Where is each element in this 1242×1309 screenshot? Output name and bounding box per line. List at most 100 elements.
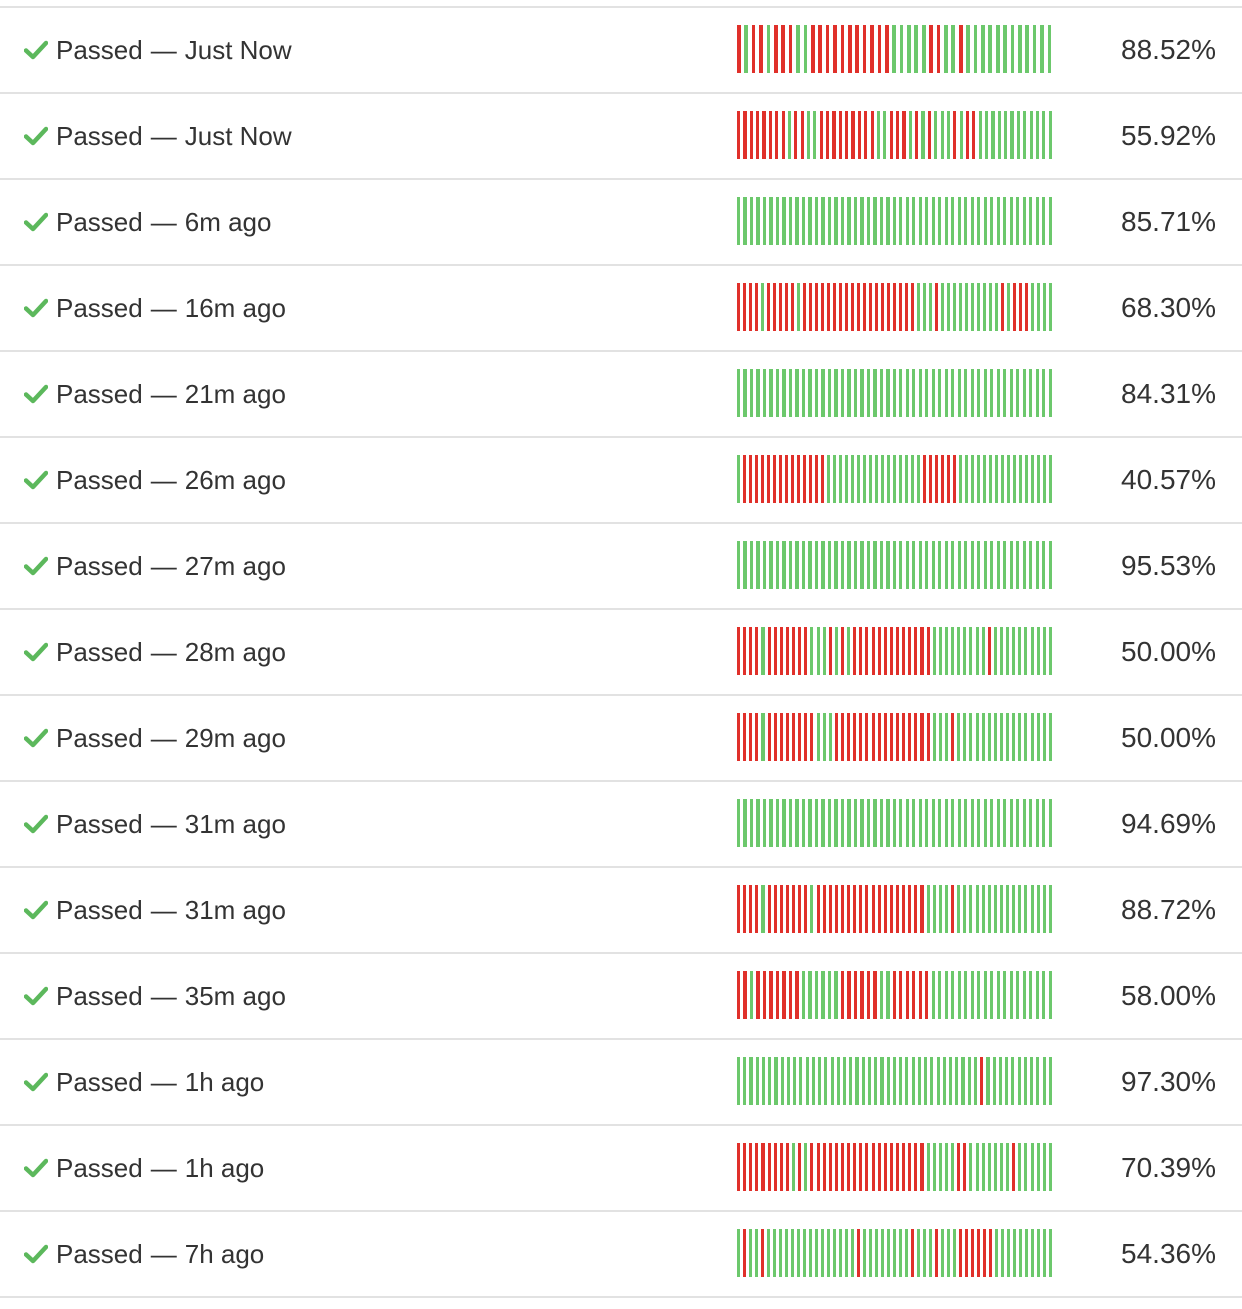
check-icon bbox=[24, 384, 48, 404]
test-pass-bar bbox=[845, 1229, 848, 1277]
test-fail-bar bbox=[883, 627, 887, 675]
test-fail-bar bbox=[902, 627, 906, 675]
test-pass-bar bbox=[1048, 111, 1052, 159]
test-pass-bar bbox=[957, 541, 961, 589]
test-fail-bar bbox=[779, 713, 783, 761]
test-fail-bar bbox=[865, 885, 869, 933]
test-fail-bar bbox=[822, 1143, 826, 1191]
test-pass-bar bbox=[808, 197, 812, 245]
test-pass-bar bbox=[905, 197, 909, 245]
test-pass-bar bbox=[931, 541, 935, 589]
test-fail-bar bbox=[840, 627, 844, 675]
test-pass-bar bbox=[951, 25, 956, 73]
test-pass-bar bbox=[917, 1229, 920, 1277]
test-fail-bar bbox=[785, 1143, 789, 1191]
test-pass-bar bbox=[959, 283, 962, 331]
build-row[interactable]: Passed —1h ago 97.30% bbox=[0, 1040, 1242, 1126]
test-pass-bar bbox=[1017, 1057, 1021, 1105]
test-history-bar bbox=[737, 627, 1055, 675]
test-pass-bar bbox=[827, 971, 832, 1019]
test-fail-bar bbox=[781, 111, 785, 159]
test-pass-bar bbox=[965, 283, 968, 331]
test-pass-bar bbox=[918, 799, 922, 847]
test-fail-bar bbox=[847, 25, 852, 73]
test-pass-bar bbox=[1009, 369, 1013, 417]
test-pass-bar bbox=[749, 369, 754, 417]
test-fail-bar bbox=[737, 713, 741, 761]
test-pass-bar bbox=[768, 1057, 772, 1105]
test-pass-bar bbox=[970, 799, 974, 847]
build-row[interactable]: Passed —27m ago 95.53% bbox=[0, 524, 1242, 610]
status-label: Passed bbox=[56, 206, 143, 237]
test-fail-bar bbox=[762, 111, 766, 159]
test-fail-bar bbox=[755, 885, 759, 933]
test-fail-bar bbox=[816, 885, 820, 933]
test-pass-bar bbox=[925, 799, 929, 847]
test-pass-bar bbox=[822, 713, 826, 761]
test-history-bar bbox=[737, 369, 1055, 417]
test-fail-bar bbox=[804, 713, 808, 761]
test-pass-bar bbox=[886, 1057, 890, 1105]
test-fail-bar bbox=[804, 627, 808, 675]
test-pass-bar bbox=[875, 455, 878, 503]
test-fail-bar bbox=[957, 1143, 961, 1191]
build-row[interactable]: Passed —7h ago 54.36% bbox=[0, 1212, 1242, 1298]
test-pass-bar bbox=[851, 455, 854, 503]
build-row[interactable]: Passed —31m ago 88.72% bbox=[0, 868, 1242, 954]
test-pass-bar bbox=[914, 25, 919, 73]
build-row[interactable]: Passed —29m ago 50.00% bbox=[0, 696, 1242, 782]
coverage-percent: 58.00% bbox=[1121, 980, 1216, 1011]
coverage-percent: 97.30% bbox=[1121, 1066, 1216, 1097]
test-pass-bar bbox=[1048, 369, 1052, 417]
test-pass-bar bbox=[821, 541, 825, 589]
test-pass-bar bbox=[1003, 971, 1007, 1019]
test-pass-bar bbox=[977, 541, 981, 589]
test-pass-bar bbox=[957, 713, 961, 761]
test-pass-bar bbox=[938, 971, 942, 1019]
test-pass-bar bbox=[749, 971, 754, 1019]
build-row[interactable]: Passed — Just Now 55.92% bbox=[0, 94, 1242, 180]
test-fail-bar bbox=[737, 885, 741, 933]
test-pass-bar bbox=[801, 197, 806, 245]
test-pass-bar bbox=[1029, 971, 1033, 1019]
build-row[interactable]: Passed —21m ago 84.31% bbox=[0, 352, 1242, 438]
build-row[interactable]: Passed —26m ago 40.57% bbox=[0, 438, 1242, 524]
test-pass-bar bbox=[1035, 197, 1039, 245]
build-status: Passed —1h ago bbox=[24, 1040, 264, 1124]
test-pass-bar bbox=[987, 713, 991, 761]
build-row[interactable]: Passed —1h ago 70.39% bbox=[0, 1126, 1242, 1212]
status-label: Passed bbox=[56, 636, 143, 667]
test-pass-bar bbox=[892, 541, 896, 589]
test-fail-bar bbox=[871, 1143, 875, 1191]
status-label: Passed bbox=[56, 1238, 143, 1269]
test-pass-bar bbox=[737, 1229, 740, 1277]
test-pass-bar bbox=[886, 369, 890, 417]
test-pass-bar bbox=[993, 1143, 997, 1191]
test-fail-bar bbox=[743, 283, 746, 331]
test-pass-bar bbox=[1016, 799, 1020, 847]
build-row[interactable]: Passed —16m ago 68.30% bbox=[0, 266, 1242, 352]
test-pass-bar bbox=[990, 197, 994, 245]
test-pass-bar bbox=[793, 1057, 797, 1105]
test-fail-bar bbox=[792, 627, 796, 675]
test-pass-bar bbox=[737, 799, 741, 847]
test-pass-bar bbox=[1043, 455, 1046, 503]
test-pass-bar bbox=[999, 713, 1003, 761]
test-pass-bar bbox=[1047, 25, 1052, 73]
test-pass-bar bbox=[761, 283, 764, 331]
test-fail-bar bbox=[935, 1229, 938, 1277]
build-row[interactable]: Passed — Just Now 88.52% bbox=[0, 8, 1242, 94]
build-row[interactable]: Passed —6m ago 85.71% bbox=[0, 180, 1242, 266]
test-pass-bar bbox=[989, 283, 992, 331]
test-fail-bar bbox=[857, 1229, 860, 1277]
test-fail-bar bbox=[743, 111, 747, 159]
build-row[interactable]: Passed —31m ago 94.69% bbox=[0, 782, 1242, 868]
test-fail-bar bbox=[834, 713, 838, 761]
build-row[interactable]: Passed —35m ago 58.00% bbox=[0, 954, 1242, 1040]
test-pass-bar bbox=[893, 455, 896, 503]
test-fail-bar bbox=[803, 283, 806, 331]
test-fail-bar bbox=[853, 885, 857, 933]
test-pass-bar bbox=[936, 1057, 940, 1105]
build-row[interactable]: Passed —28m ago 50.00% bbox=[0, 610, 1242, 696]
build-time: 35m ago bbox=[184, 980, 286, 1011]
